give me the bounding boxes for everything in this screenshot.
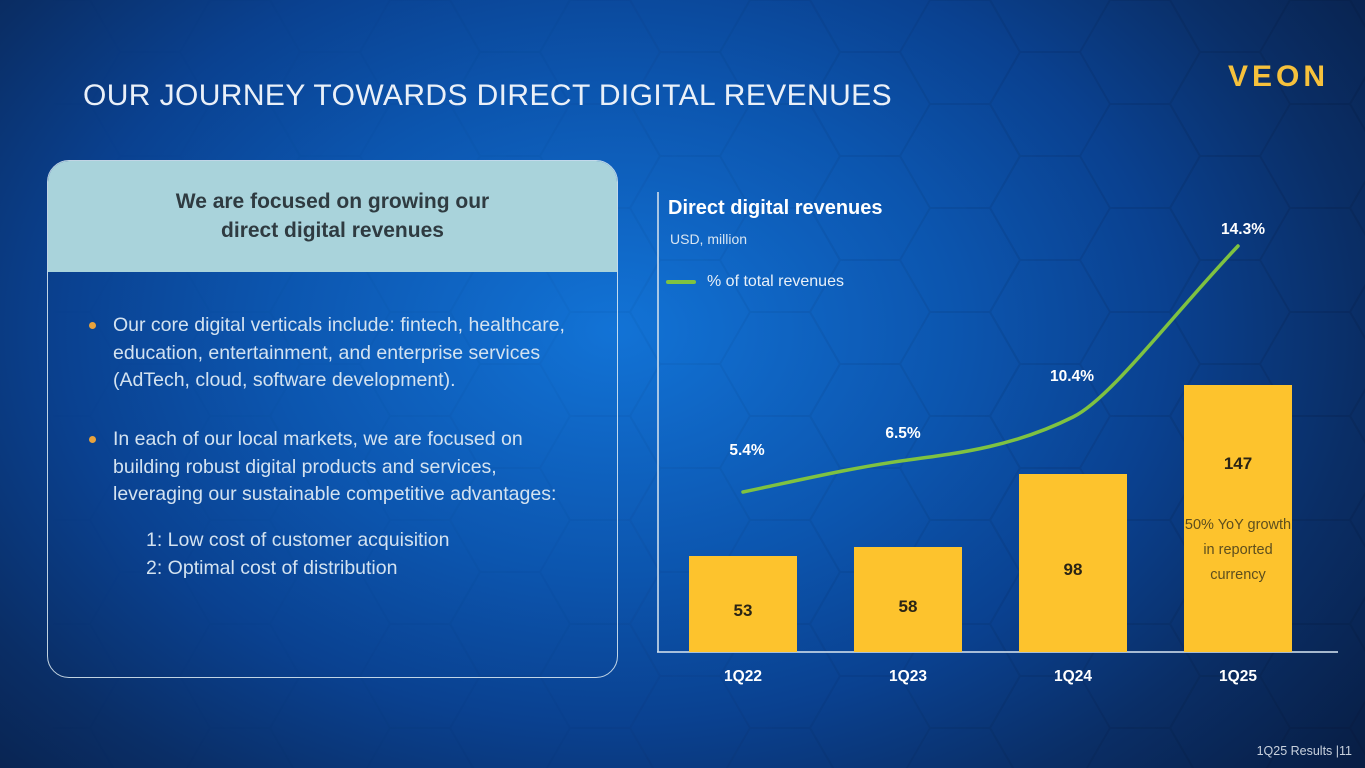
bullet-item: Our core digital verticals include: fint… bbox=[89, 312, 587, 395]
y-axis bbox=[657, 192, 659, 652]
bar-value-label: 53 bbox=[733, 601, 753, 620]
x-axis bbox=[657, 651, 1338, 653]
category-label: 1Q23 bbox=[889, 668, 927, 685]
sub-point: 2: Optimal cost of distribution bbox=[146, 556, 398, 579]
bar-value-label: 98 bbox=[1063, 560, 1083, 579]
bar-value-label: 58 bbox=[898, 596, 918, 616]
pct-label: 10.4% bbox=[1050, 368, 1094, 385]
legend-line-swatch bbox=[666, 280, 696, 284]
sub-point: 1: Low cost of customer acquisition bbox=[146, 529, 450, 552]
bar bbox=[1019, 474, 1127, 652]
slide-title: OUR JOURNEY TOWARDS DIRECT DIGITAL REVEN… bbox=[83, 79, 892, 112]
bullet-dot bbox=[89, 322, 96, 329]
veon-logo: VEON bbox=[1227, 60, 1329, 93]
bar-note: 50% YoY growth in reported currency bbox=[1184, 517, 1292, 583]
sub-point-list: 1: Low cost of customer acquisition 2: O… bbox=[146, 527, 587, 582]
legend-label: % of total revenues bbox=[707, 273, 844, 290]
category-label: 1Q24 bbox=[1054, 668, 1092, 685]
focus-card-body: Our core digital verticals include: fint… bbox=[48, 272, 617, 583]
bullet-dot bbox=[89, 436, 96, 444]
bar-value-label: 147 bbox=[1223, 454, 1253, 473]
footer-page-info: 1Q25 Results |11 bbox=[1256, 744, 1352, 758]
focus-card-header: We are focused on growing our direct dig… bbox=[48, 161, 617, 272]
focus-card: We are focused on growing our direct dig… bbox=[47, 160, 618, 678]
bar bbox=[689, 556, 797, 652]
pct-label: 6.5% bbox=[885, 425, 921, 442]
category-label: 1Q25 bbox=[1219, 668, 1257, 685]
chart-subtitle: USD, million bbox=[670, 231, 748, 247]
bullet-text: In each of our local markets, we are foc… bbox=[113, 428, 557, 506]
category-label: 1Q22 bbox=[724, 668, 762, 685]
focus-card-header-line2: direct digital revenues bbox=[221, 218, 444, 242]
bullet-text: Our core digital verticals include: fint… bbox=[113, 314, 565, 392]
pct-label: 14.3% bbox=[1221, 221, 1265, 238]
chart-title: Direct digital revenues bbox=[668, 197, 883, 219]
bar bbox=[854, 547, 962, 652]
chart-legend: % of total revenues bbox=[666, 273, 844, 291]
bullet-item: In each of our local markets, we are foc… bbox=[89, 426, 587, 509]
focus-card-header-line1: We are focused on growing our bbox=[175, 190, 490, 214]
pct-label: 5.4% bbox=[729, 442, 765, 459]
